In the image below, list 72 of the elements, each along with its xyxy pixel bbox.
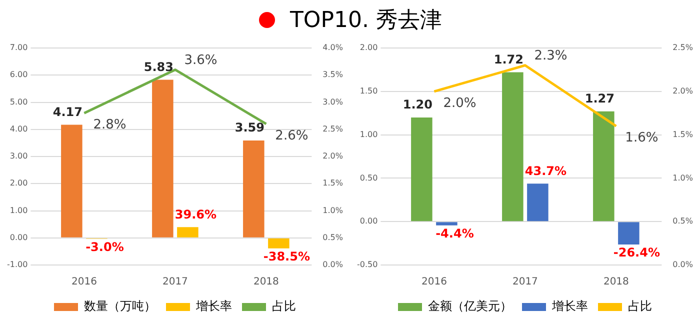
bar — [177, 227, 198, 238]
bar — [593, 111, 614, 222]
bar — [411, 117, 432, 222]
legend-label: 数量（万吨） — [84, 299, 156, 314]
x-tick-label: 2018 — [603, 276, 629, 288]
legend-label: 增长率 — [551, 299, 588, 314]
legend-label: 占比 — [272, 299, 296, 314]
y-tick-label: 4.00 — [10, 124, 28, 134]
bar — [268, 238, 290, 248]
x-tick-label: 2017 — [162, 276, 188, 288]
y-tick-label: 6.00 — [10, 70, 28, 80]
y2-tick-label: 0.5% — [322, 232, 344, 242]
y2-tick-label: 1.5% — [672, 130, 694, 139]
data-label: 2.3% — [534, 48, 568, 64]
y-tick-label: -0.50 — [356, 260, 378, 270]
x-tick-label: 2016 — [421, 276, 447, 288]
legend-label: 增长率 — [195, 299, 232, 314]
x-tick-label: 2016 — [71, 276, 97, 288]
y2-tick-label: 1.0% — [672, 173, 694, 182]
y2-tick-label: 2.0% — [322, 152, 344, 161]
y-tick-label: 7.00 — [10, 43, 28, 52]
y2-tick-label: 2.0% — [672, 86, 694, 96]
y2-tick-label: 0.0% — [672, 260, 694, 270]
data-label: 39.6% — [174, 207, 217, 222]
y2-tick-label: 4.0% — [322, 43, 344, 52]
bar — [436, 222, 458, 226]
data-label: 5.83 — [144, 60, 174, 74]
data-label: 1.6% — [625, 130, 658, 146]
y-tick-label: -1.00 — [6, 260, 28, 270]
bar — [527, 184, 548, 222]
data-label: 1.72 — [494, 52, 524, 66]
y-tick-label: 5.00 — [10, 97, 28, 106]
data-label: 43.7% — [524, 164, 567, 178]
y-tick-label: 0.00 — [10, 232, 28, 242]
x-tick-label: 2017 — [512, 276, 538, 288]
bar — [618, 222, 640, 245]
data-label: -26.4% — [613, 246, 660, 260]
bar — [243, 140, 264, 238]
y2-tick-label: 0.5% — [672, 216, 694, 226]
legend-label: 占比 — [628, 299, 652, 314]
y2-tick-label: 3.0% — [322, 97, 344, 106]
y-tick-label: 2.00 — [10, 178, 28, 188]
data-label: 2.6% — [275, 128, 308, 144]
data-label: 3.59 — [234, 120, 264, 135]
y-tick-label: 3.00 — [10, 152, 28, 161]
data-label: -38.5% — [263, 249, 310, 264]
bar — [152, 80, 174, 238]
y-tick-label: 1.00 — [10, 206, 28, 215]
data-label: 2.8% — [93, 117, 126, 132]
text: TOP10. 秀去津 — [290, 7, 442, 35]
y-tick-label: 0.50 — [360, 173, 378, 182]
y-tick-label: 1.00 — [360, 130, 378, 139]
y2-tick-label: 3.5% — [322, 70, 344, 80]
x-tick-label: 2018 — [253, 276, 279, 288]
y2-tick-label: 0.0% — [322, 260, 344, 270]
bar — [502, 72, 524, 222]
y2-tick-label: 1.0% — [322, 206, 344, 215]
data-label: -3.0% — [86, 240, 124, 254]
data-label: 1.20 — [402, 98, 432, 112]
data-label: 2.0% — [443, 96, 476, 111]
y2-tick-label: 1.5% — [322, 178, 344, 188]
legend-label: 金额（亿美元） — [428, 299, 512, 314]
data-label: 4.17 — [52, 104, 82, 119]
y2-tick-label: 2.5% — [672, 43, 694, 52]
data-label: 3.6% — [184, 53, 218, 68]
data-label: 1.27 — [584, 91, 614, 106]
y2-tick-label: 2.5% — [322, 124, 344, 134]
y-tick-label: 1.50 — [360, 86, 378, 96]
data-label: -4.4% — [436, 226, 474, 241]
y-tick-label: 0.00 — [360, 216, 378, 226]
bar — [61, 124, 82, 238]
y-tick-label: 2.00 — [360, 43, 378, 52]
